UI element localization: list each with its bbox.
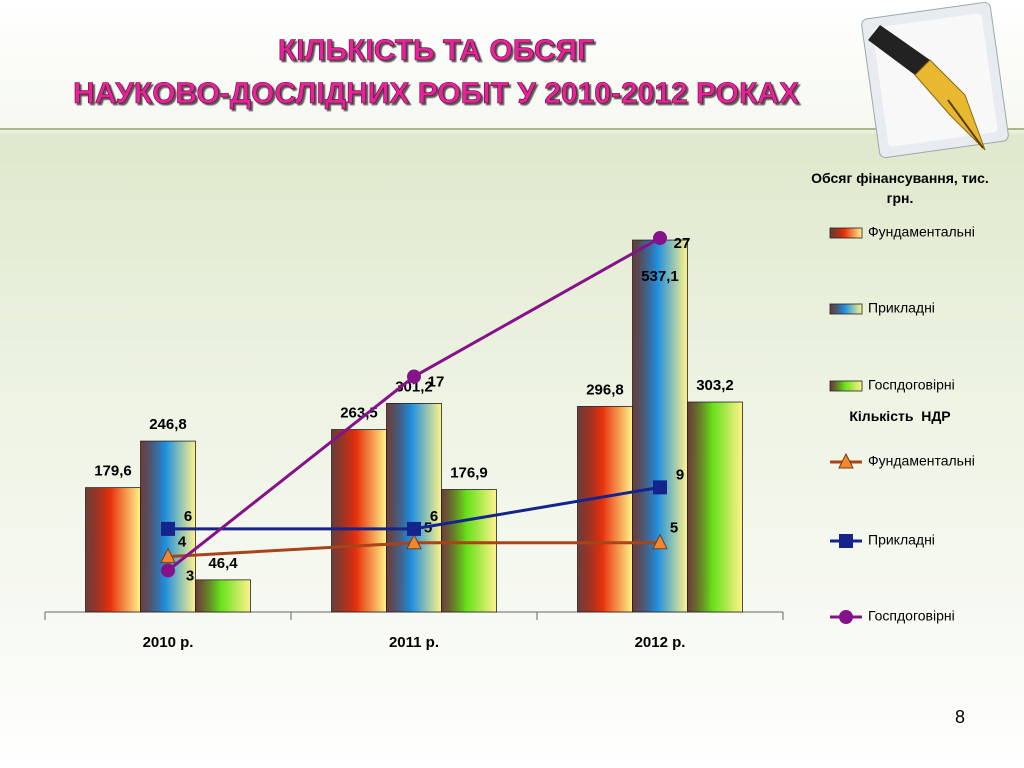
x-axis [44,611,784,620]
bar [195,579,251,613]
chart-title: НАУКОВО-ДОСЛІДНИХ РОБІТ У 2010-2012 РОКА… [73,77,799,110]
marker [839,534,853,548]
x-tick-label: 2011 р. [389,634,439,651]
bar [331,429,387,613]
data-label: 6 [430,508,438,525]
marker [653,231,667,246]
x-tick-label: 2012 р. [635,634,686,651]
legend-label: Фундаментальні [868,224,975,240]
marker [160,547,176,564]
bar [632,239,688,613]
legend-key [829,303,863,315]
bar [386,403,442,613]
marker [161,563,175,578]
legend-key [829,380,863,392]
legend-key [829,227,863,239]
legend-label: Прикладні [868,300,935,316]
legend-label: Госпдоговірні [868,608,955,624]
marker [652,533,668,550]
data-label: 5 [424,520,432,537]
legend-label: Прикладні [868,532,935,548]
x-tick-label: 2010 р. [143,634,194,651]
data-label: 296,8 [586,381,624,398]
marker [653,480,667,495]
slide-number: 8 [955,707,965,727]
bar [687,401,743,613]
data-label: 9 [676,466,684,483]
legend-title: Кількість НДР [849,408,951,424]
chart-title: КІЛЬКІСТЬ ТА ОБСЯГ [278,34,594,67]
data-label: 176,9 [450,464,488,481]
data-label: 46,4 [208,555,238,572]
legend-label: Госпдоговірні [868,377,955,393]
data-label: 6 [184,508,192,525]
marker [407,521,421,536]
data-label: 303,2 [696,377,734,394]
legend-title: Обсяг фінансування, тис. грн. [811,170,989,206]
marker [406,533,422,550]
data-label: 246,8 [149,416,187,433]
data-label: 5 [670,520,678,537]
marker [407,369,421,384]
data-label: 263,5 [340,404,378,421]
legend-label: Фундаментальні [868,453,975,469]
data-label: 3 [186,567,194,584]
marker [838,452,854,469]
data-label: 27 [674,235,691,252]
bar [441,489,497,613]
bar [85,487,141,613]
marker [161,521,175,536]
data-label: 4 [178,534,187,551]
pen-icon [861,1,1009,159]
data-label: 179,6 [94,463,132,480]
marker [839,610,853,624]
bar [577,406,633,613]
data-label: 17 [428,374,445,391]
data-label: 537,1 [641,268,679,285]
